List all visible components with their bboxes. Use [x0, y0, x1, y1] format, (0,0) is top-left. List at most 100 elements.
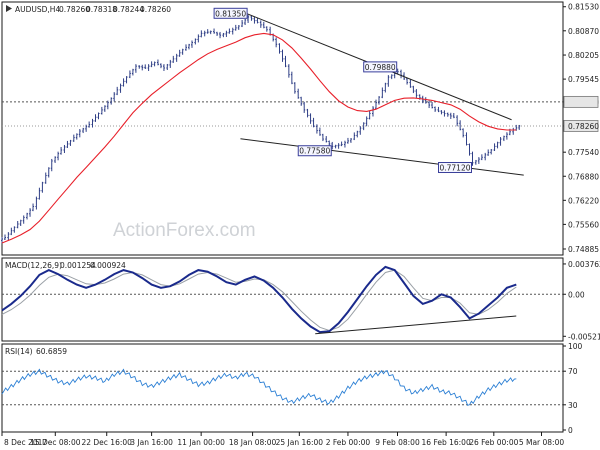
price-bar [250, 15, 259, 24]
price-bar [91, 112, 100, 128]
annotation-label: 0.81350 [215, 9, 246, 18]
x-tick-label: 5 Mar 08:00 [519, 438, 565, 447]
price-bar [446, 112, 455, 119]
price-bar [493, 137, 502, 152]
macd-header-name: MACD(12,26,9) [5, 261, 62, 270]
price-bar [54, 147, 63, 163]
main-y-tick-label: 0.81530 [568, 3, 599, 12]
macd-header-signal: 0.000924 [90, 261, 126, 270]
x-tick-label: 3 Jan 16:00 [130, 438, 173, 447]
price-bar [474, 154, 483, 165]
macd-trendline [315, 315, 517, 335]
main-y-tick-label: 0.80870 [568, 27, 599, 36]
header-arrow-icon [6, 5, 12, 12]
main-y-tick-label: 0.77540 [568, 148, 599, 157]
annotation-box [363, 61, 398, 73]
rsi-y-tick-label: 0 [568, 426, 573, 435]
annotation-box [438, 162, 472, 174]
main-header: AUDUSD,H4 0.78260 0.78318 0.78244 0.7826… [6, 5, 171, 14]
main-annotations: 0.81350 0.79880 0.77580 0.77120 [213, 7, 472, 174]
price-bar [278, 43, 287, 68]
price-bar [465, 132, 474, 166]
price-bar [315, 124, 324, 142]
price-bar [16, 215, 25, 229]
price-bar [222, 28, 231, 38]
x-tick-label: 15 Dec 08:00 [30, 438, 81, 447]
price-bar [119, 76, 128, 93]
watermark: ActionForex.com [113, 220, 256, 241]
main-header-close: 0.78260 [140, 5, 171, 14]
price-bar [185, 40, 193, 51]
moving-average-line [1, 32, 517, 244]
price-bar [334, 141, 343, 149]
axes: 0.815300.808700.802050.795450.789200.782… [1, 3, 600, 447]
main-y-tick-label: 0.75560 [568, 220, 599, 229]
price-bar [484, 149, 493, 161]
x-tick-label: 11 Jan 00:00 [177, 438, 225, 447]
current-price-tag-label: 0.78260 [568, 122, 599, 131]
macd-header-main: 0.001254 [60, 261, 96, 270]
price-bar [166, 55, 175, 70]
price-bar [409, 79, 418, 99]
price-bar [26, 203, 35, 220]
main-y-tick-label: 0.76220 [568, 196, 599, 205]
rsi-plot [1, 368, 563, 406]
price-bar [381, 75, 390, 99]
annotation-box [213, 7, 248, 19]
price-bar [259, 20, 268, 32]
rsi-panel-frame [1, 343, 564, 433]
price-bar [100, 100, 109, 115]
rsi-y-tick-label: 70 [568, 367, 578, 376]
price-bar [353, 126, 362, 141]
price-bar [325, 136, 334, 150]
main-y-tick-label: 0.74885 [568, 245, 599, 254]
price-bar [362, 110, 371, 131]
price-bar [428, 100, 437, 112]
main-dotted-levels [2, 101, 563, 127]
price-bar [72, 129, 81, 142]
main-y-tick-label: 0.79545 [568, 75, 599, 84]
annotation-box [297, 145, 332, 157]
x-tick-label: 9 Feb 08:00 [375, 438, 420, 447]
price-bar [128, 64, 137, 79]
macd-main-line [1, 265, 517, 334]
x-tick-label: 26 Feb 00:00 [469, 438, 518, 447]
rsi-header-value: 60.6859 [36, 347, 67, 356]
rsi-line [1, 368, 517, 406]
price-bar [138, 64, 147, 71]
price-bar [231, 24, 240, 35]
macd-y-tick-label: 0.003762 [568, 260, 600, 269]
price-bar [194, 30, 203, 45]
main-panel-frame [1, 1, 564, 256]
price-bar [306, 108, 315, 128]
rsi-y-tick-label: 100 [568, 342, 583, 351]
price-bar [203, 29, 212, 37]
x-tick-label: 8 Dec 2017 [4, 438, 47, 447]
price-bar [343, 137, 352, 148]
price-bar [156, 59, 165, 71]
main-y-tick-label: 0.80205 [568, 51, 599, 60]
price-bar [372, 96, 380, 117]
main-trendline [240, 138, 524, 176]
rsi-header: RSI(14) 60.6859 [5, 347, 67, 356]
price-bar [213, 28, 222, 39]
x-tick-label: 25 Jan 16:00 [276, 438, 324, 447]
main-header-open: 0.78260 [59, 5, 90, 14]
price-bar [437, 106, 446, 117]
macd-header: MACD(12,26,9) 0.001254 0.000924 [5, 261, 126, 270]
price-bar [110, 86, 119, 105]
price-bar [241, 14, 250, 28]
x-tick-label: 22 Dec 16:00 [81, 438, 132, 447]
rsi-header-name: RSI(14) [5, 347, 33, 356]
current-price-tag: 0.78260 [563, 120, 599, 132]
main-header-low: 0.78244 [113, 5, 144, 14]
main-header-symbol: AUDUSD,H4 [15, 5, 60, 14]
macd-plot [1, 265, 563, 335]
price-bar [147, 61, 156, 71]
x-tick-label: 16 Feb 16:00 [422, 438, 471, 447]
macd-y-tick-label: -0.005216 [568, 332, 600, 341]
x-tick-label: 2 Feb 00:00 [326, 438, 371, 447]
price-bar [287, 64, 296, 94]
macd-panel-frame [1, 257, 564, 342]
current-price-tag-box [563, 120, 599, 132]
